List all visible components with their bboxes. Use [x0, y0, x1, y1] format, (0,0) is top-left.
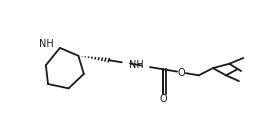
Text: O: O [159, 94, 167, 104]
Text: NH: NH [129, 60, 143, 70]
Text: O: O [178, 68, 185, 78]
Text: NH: NH [39, 39, 53, 49]
